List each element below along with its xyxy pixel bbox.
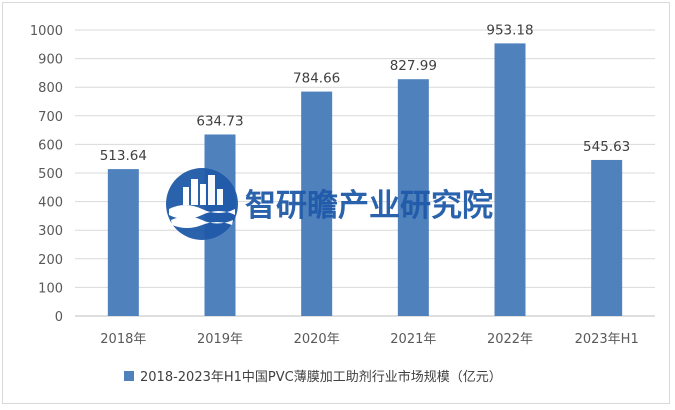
x-tick-label: 2021年	[390, 332, 436, 347]
data-labels: 513.64 634.73 784.66 827.99 953.18 545.63	[100, 22, 631, 164]
y-tick-label: 0	[55, 310, 63, 325]
bar	[494, 43, 526, 317]
bar-chart: 0 100 200 300 400 500 600 700 800 900 1000 513.64 6…	[30, 22, 655, 385]
gridlines	[75, 29, 655, 317]
data-label: 545.63	[583, 139, 630, 155]
y-tick-label: 100	[38, 281, 63, 296]
bar	[301, 91, 333, 316]
watermark: 智研瞻产业研究院	[166, 168, 493, 240]
legend-label: 2018-2023年H1中国PVC薄膜加工助剂行业市场规模（亿元）	[140, 369, 502, 385]
y-axis-ticks: 0 100 200 300 400 500 600 700 800 900 1000	[30, 24, 63, 325]
data-label: 827.99	[390, 58, 437, 74]
y-tick-label: 400	[38, 196, 63, 211]
x-tick-label: 2020年	[294, 332, 340, 347]
legend-swatch	[124, 371, 134, 381]
y-tick-label: 200	[38, 253, 63, 268]
legend: 2018-2023年H1中国PVC薄膜加工助剂行业市场规模（亿元）	[124, 369, 502, 385]
y-tick-label: 900	[38, 53, 63, 68]
data-label: 513.64	[100, 148, 147, 164]
data-label: 784.66	[293, 71, 340, 87]
chart-frame: 0 100 200 300 400 500 600 700 800 900 1000 513.64 6…	[2, 2, 670, 404]
y-tick-label: 700	[38, 110, 63, 125]
x-axis-ticks: 2018年 2019年 2020年 2021年 2022年 2023年H1	[100, 332, 638, 347]
y-tick-label: 1000	[30, 24, 63, 39]
x-tick-label: 2023年H1	[575, 332, 639, 347]
x-tick-label: 2019年	[197, 332, 243, 347]
y-tick-label: 300	[38, 224, 63, 239]
bars	[107, 43, 623, 317]
bar	[397, 79, 429, 317]
city-skyline-wave-logo-icon	[166, 168, 238, 240]
bar	[591, 159, 623, 316]
bar	[107, 169, 139, 316]
watermark-text: 智研瞻产业研究院	[245, 188, 493, 224]
data-label: 953.18	[486, 22, 533, 38]
data-label: 634.73	[196, 113, 243, 129]
y-tick-label: 800	[38, 81, 63, 96]
x-tick-label: 2018年	[100, 332, 146, 347]
y-tick-label: 500	[38, 167, 63, 182]
y-tick-label: 600	[38, 138, 63, 153]
x-tick-label: 2022年	[487, 332, 533, 347]
